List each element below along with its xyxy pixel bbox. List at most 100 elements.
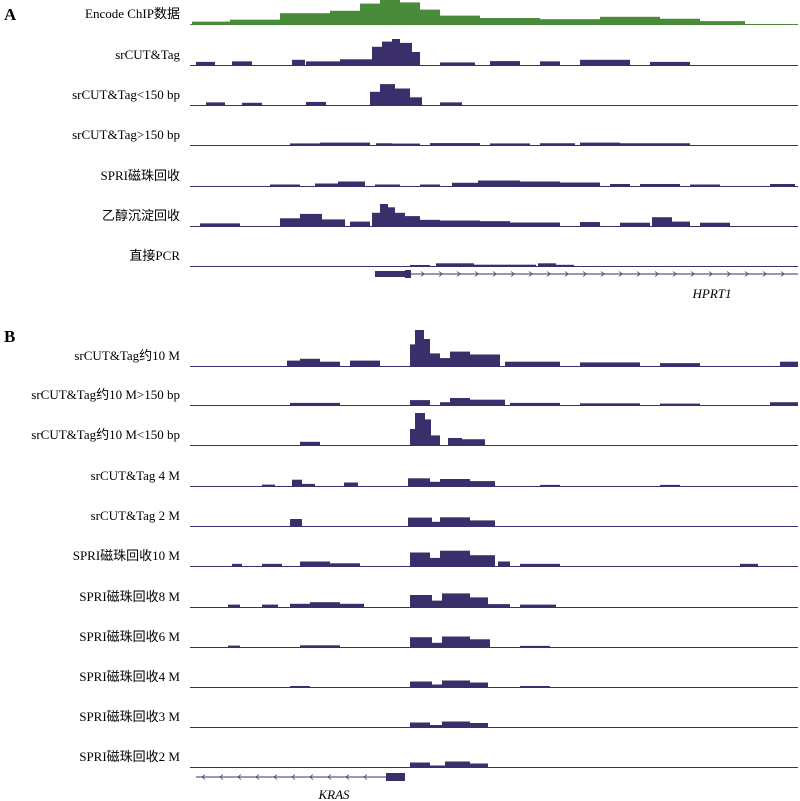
- signal-bar: [580, 403, 640, 405]
- signal-bar: [292, 479, 302, 486]
- signal-bar: [432, 642, 442, 647]
- signal-bar: [510, 222, 560, 226]
- signal-bar: [228, 645, 240, 647]
- signal-bar: [300, 561, 330, 566]
- signal-bar: [700, 21, 745, 24]
- gene-name-label: HPRT1: [692, 286, 732, 301]
- signal-bar: [292, 59, 305, 65]
- signal-bar: [372, 46, 382, 65]
- signal-bar: [228, 604, 240, 607]
- signal-bar: [320, 142, 370, 145]
- signal-bar: [498, 561, 510, 566]
- signal-bar: [330, 10, 360, 24]
- strand-arrow: [219, 774, 224, 780]
- strand-arrow: [636, 271, 641, 277]
- signal-bar: [600, 16, 660, 24]
- signal-bar: [445, 761, 470, 767]
- track-label: srCUT&Tag: [115, 47, 180, 62]
- signal-bar: [440, 517, 470, 526]
- signal-bar: [262, 484, 275, 486]
- signal-bar: [440, 479, 470, 486]
- signal-bar: [462, 439, 485, 445]
- strand-arrow: [438, 271, 443, 277]
- gene-exon: [386, 773, 405, 781]
- strand-arrow: [474, 271, 479, 277]
- signal-bar: [408, 478, 430, 486]
- gene-name-label: KRAS: [317, 787, 350, 801]
- strand-arrow: [618, 271, 623, 277]
- signal-bar: [432, 684, 442, 687]
- signal-bar: [410, 344, 415, 366]
- strand-arrow: [273, 774, 278, 780]
- signal-bar: [310, 602, 340, 607]
- signal-bar: [520, 181, 560, 186]
- panel-letter-b: B: [4, 327, 15, 346]
- signal-bar: [650, 61, 690, 65]
- track-label: SPRI磁珠回收2 M: [79, 749, 180, 764]
- signal-bar: [425, 419, 431, 445]
- track-label: SPRI磁珠回收6 M: [79, 629, 180, 644]
- signal-bar: [300, 213, 322, 226]
- signal-bar: [340, 603, 364, 607]
- signal-bar: [520, 645, 550, 647]
- signal-bar: [556, 264, 574, 266]
- signal-bar: [330, 563, 360, 566]
- signal-bar: [338, 181, 365, 186]
- track-label: srCUT&Tag约10 M: [74, 348, 180, 363]
- strand-arrow: [600, 271, 605, 277]
- signal-bar: [230, 19, 280, 24]
- strand-arrow: [780, 271, 785, 277]
- signal-bar: [262, 563, 282, 566]
- track-label: SPRI磁珠回收8 M: [79, 589, 180, 604]
- signal-bar: [410, 595, 432, 607]
- track-label: SPRI磁珠回收10 M: [73, 548, 181, 563]
- signal-bar: [408, 517, 432, 526]
- signal-bar: [700, 222, 730, 226]
- signal-bar: [431, 435, 440, 445]
- signal-bar: [392, 143, 420, 145]
- signal-bar: [488, 604, 510, 607]
- track-label: srCUT&Tag约10 M<150 bp: [31, 427, 180, 442]
- signal-bar: [200, 223, 240, 226]
- signal-bar: [232, 563, 242, 566]
- signal-bar: [360, 3, 380, 24]
- signal-bar: [405, 216, 420, 226]
- signal-bar: [430, 481, 440, 486]
- signal-bar: [415, 413, 425, 445]
- strand-arrow: [291, 774, 296, 780]
- signal-bar: [690, 184, 720, 186]
- signal-bar: [540, 19, 600, 24]
- signal-bar: [505, 361, 560, 366]
- strand-arrow: [309, 774, 314, 780]
- track-label: SPRI磁珠回收: [101, 168, 180, 183]
- signal-bar: [412, 52, 420, 65]
- signal-bar: [290, 603, 310, 607]
- signal-bar: [430, 765, 445, 767]
- signal-bar: [372, 212, 380, 226]
- signal-bar: [430, 725, 442, 727]
- signal-bar: [262, 604, 278, 607]
- signal-bar: [580, 59, 630, 65]
- signal-bar: [410, 429, 415, 445]
- signal-bar: [290, 686, 310, 687]
- signal-bar: [380, 0, 400, 24]
- signal-bar: [440, 220, 480, 226]
- signal-bar: [420, 184, 440, 186]
- signal-bar: [640, 184, 680, 186]
- signal-bar: [410, 265, 430, 266]
- signal-bar: [344, 482, 358, 486]
- signal-bar: [470, 555, 495, 566]
- strand-arrow: [363, 774, 368, 780]
- signal-bar: [410, 400, 430, 405]
- signal-bar: [410, 97, 422, 105]
- signal-bar: [470, 399, 505, 405]
- signal-bar: [580, 362, 640, 366]
- signal-bar: [652, 217, 672, 226]
- strand-arrow: [546, 271, 551, 277]
- signal-bar: [442, 680, 470, 687]
- strand-arrow: [654, 271, 659, 277]
- signal-bar: [290, 143, 320, 145]
- signal-bar: [780, 361, 798, 366]
- signal-bar: [510, 402, 560, 405]
